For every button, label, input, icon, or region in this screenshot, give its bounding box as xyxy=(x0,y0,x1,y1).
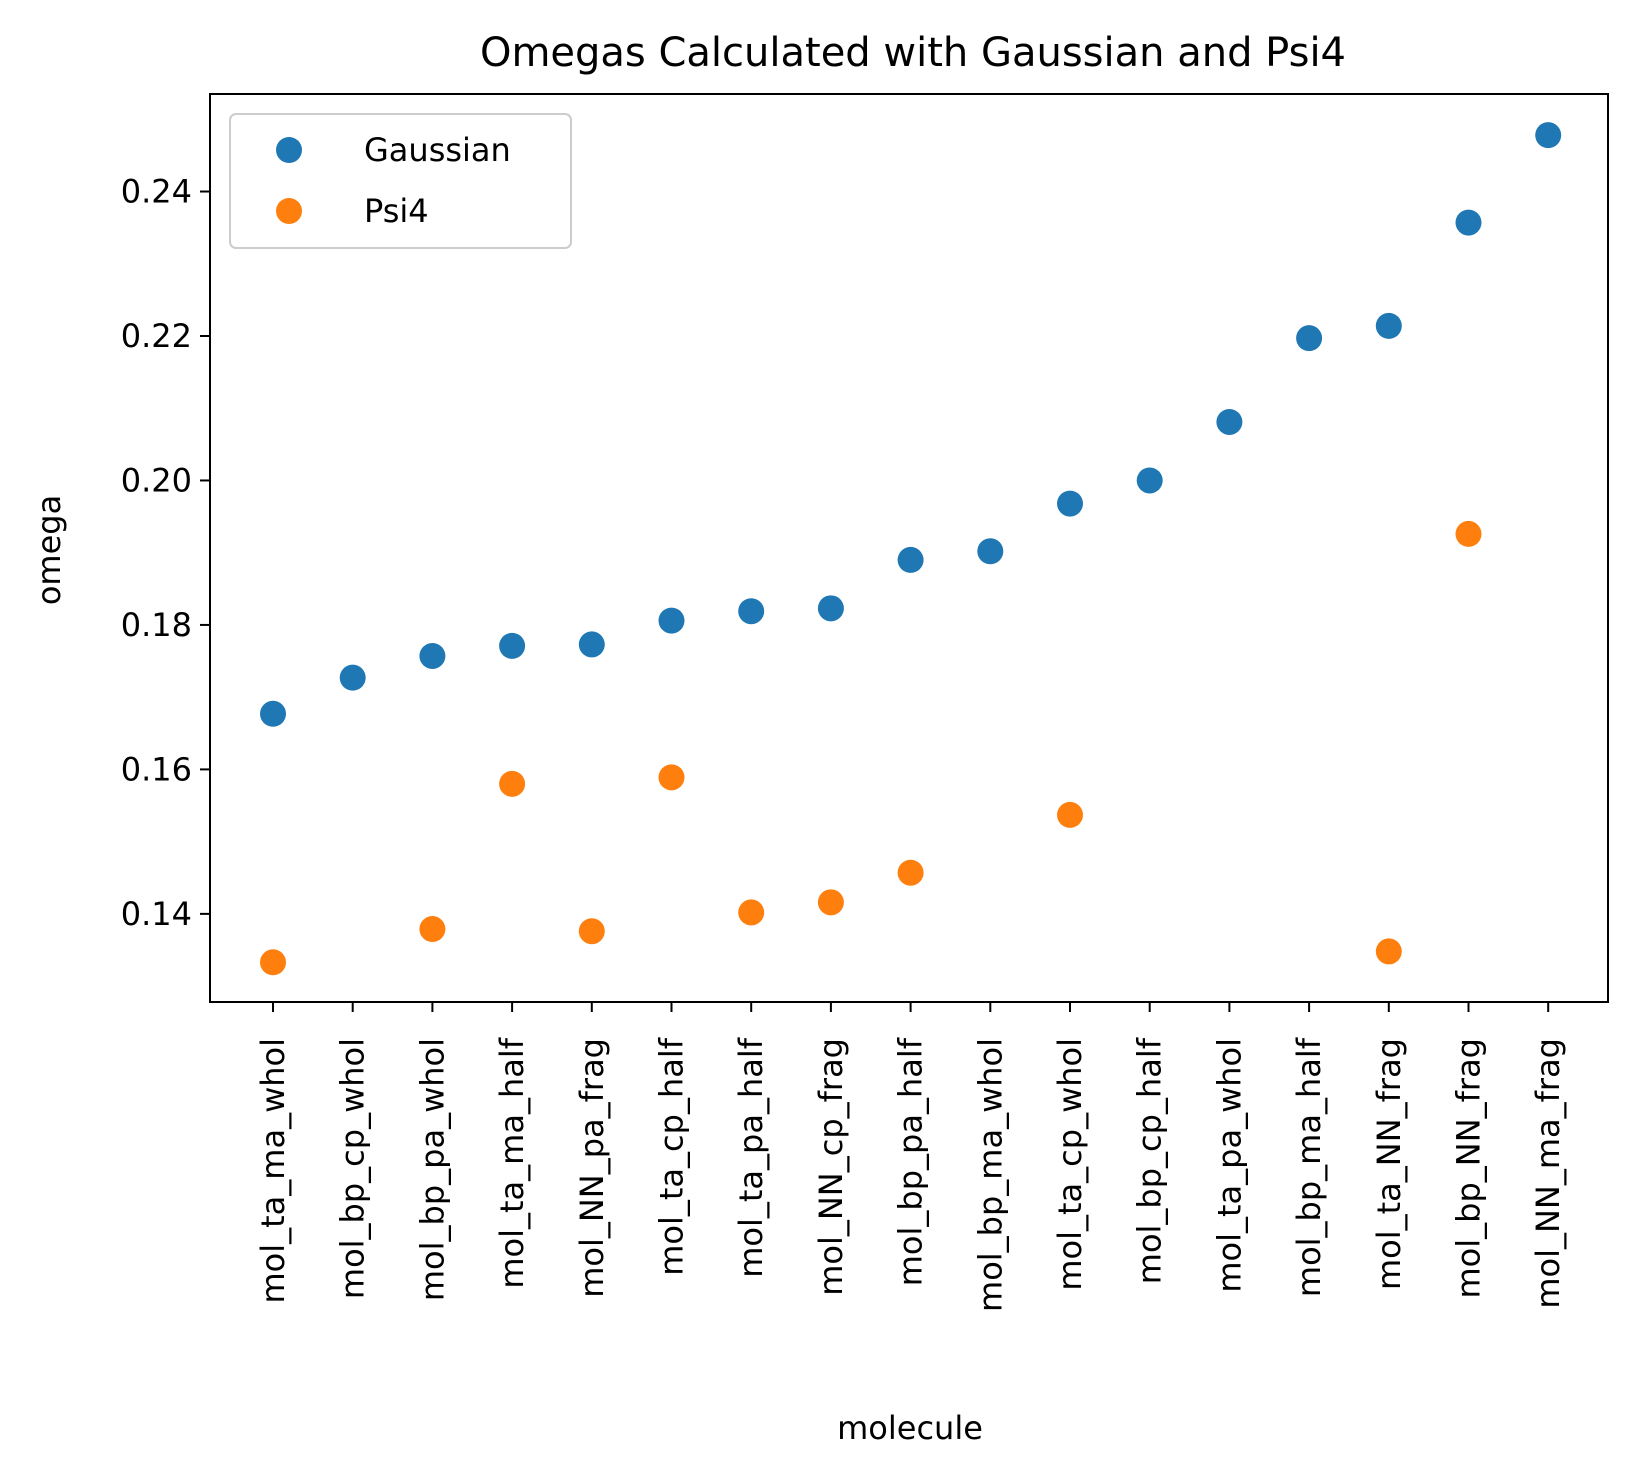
point-psi4 xyxy=(897,859,924,886)
point-psi4 xyxy=(1375,938,1402,965)
x-tick-label: mol_bp_NN_frag xyxy=(1450,1038,1488,1298)
y-tick-label: 0.22 xyxy=(121,317,192,355)
x-tick-label: mol_ta_ma_whol xyxy=(254,1038,292,1304)
x-tick-label: mol_ta_pa_half xyxy=(732,1037,770,1278)
plot-area: 0.14 0.16 0.18 0.20 0.22 0.24 mol_ta_ma_whol mo… xyxy=(121,93,1609,1312)
x-tick-label: mol_bp_cp_half xyxy=(1131,1037,1169,1284)
point-gaussian xyxy=(1455,209,1482,236)
point-gaussian xyxy=(578,631,605,658)
legend-marker-psi4 xyxy=(276,198,302,224)
point-psi4 xyxy=(738,899,765,926)
point-gaussian xyxy=(1136,467,1163,494)
point-gaussian xyxy=(1375,312,1402,339)
point-psi4 xyxy=(658,764,685,791)
point-psi4 xyxy=(578,918,605,945)
point-gaussian xyxy=(1057,490,1083,517)
legend-marker-gaussian xyxy=(276,137,302,163)
x-tick-label: mol_bp_cp_whol xyxy=(334,1038,372,1299)
point-gaussian xyxy=(339,664,366,691)
y-axis-label: omega xyxy=(30,495,68,605)
x-tick-label: mol_bp_pa_whol xyxy=(413,1038,451,1301)
point-gaussian xyxy=(419,642,446,669)
legend-label-gaussian: Gaussian xyxy=(364,131,511,169)
point-gaussian xyxy=(738,598,765,625)
point-psi4 xyxy=(499,770,526,797)
x-tick-label: mol_ta_cp_half xyxy=(653,1037,691,1275)
legend: Gaussian Psi4 xyxy=(229,113,572,249)
x-tick-label: mol_NN_pa_frag xyxy=(573,1038,611,1298)
y-tick-label: 0.14 xyxy=(121,895,192,933)
point-psi4 xyxy=(260,949,286,976)
x-tick-label: mol_ta_pa_whol xyxy=(1210,1038,1248,1293)
y-tick-label: 0.16 xyxy=(121,750,192,788)
point-psi4 xyxy=(419,916,446,943)
x-tick-label: mol_ta_cp_whol xyxy=(1051,1038,1089,1291)
y-tick-label: 0.20 xyxy=(121,461,192,499)
legend-label-psi4: Psi4 xyxy=(364,192,429,230)
point-gaussian xyxy=(897,546,924,573)
point-gaussian xyxy=(260,700,286,727)
point-gaussian xyxy=(658,607,685,634)
point-gaussian xyxy=(1535,122,1562,149)
point-psi4 xyxy=(817,889,844,916)
chart-title: Omegas Calculated with Gaussian and Psi4 xyxy=(480,30,1346,76)
y-tick-label: 0.24 xyxy=(121,173,192,211)
y-tick-label: 0.18 xyxy=(121,606,192,644)
point-psi4 xyxy=(1057,801,1083,828)
x-tick-label: mol_ta_NN_frag xyxy=(1370,1038,1408,1290)
x-tick-label: mol_NN_cp_frag xyxy=(812,1038,850,1296)
x-tick-label: mol_bp_pa_half xyxy=(892,1037,930,1286)
x-tick-label: mol_NN_ma_frag xyxy=(1529,1038,1567,1309)
plot-frame xyxy=(209,93,1609,1003)
point-psi4 xyxy=(1455,520,1482,547)
point-gaussian xyxy=(1296,325,1323,352)
x-axis-label: molecule xyxy=(837,1409,983,1447)
point-gaussian xyxy=(977,538,1004,565)
point-gaussian xyxy=(1216,408,1243,435)
point-gaussian xyxy=(499,632,526,659)
x-tick-label: mol_bp_ma_half xyxy=(1290,1037,1328,1297)
point-gaussian xyxy=(817,595,844,622)
legend-box xyxy=(229,113,572,249)
x-tick-label: mol_ta_ma_half xyxy=(493,1037,531,1288)
x-tick-label: mol_bp_ma_whol xyxy=(971,1038,1009,1312)
